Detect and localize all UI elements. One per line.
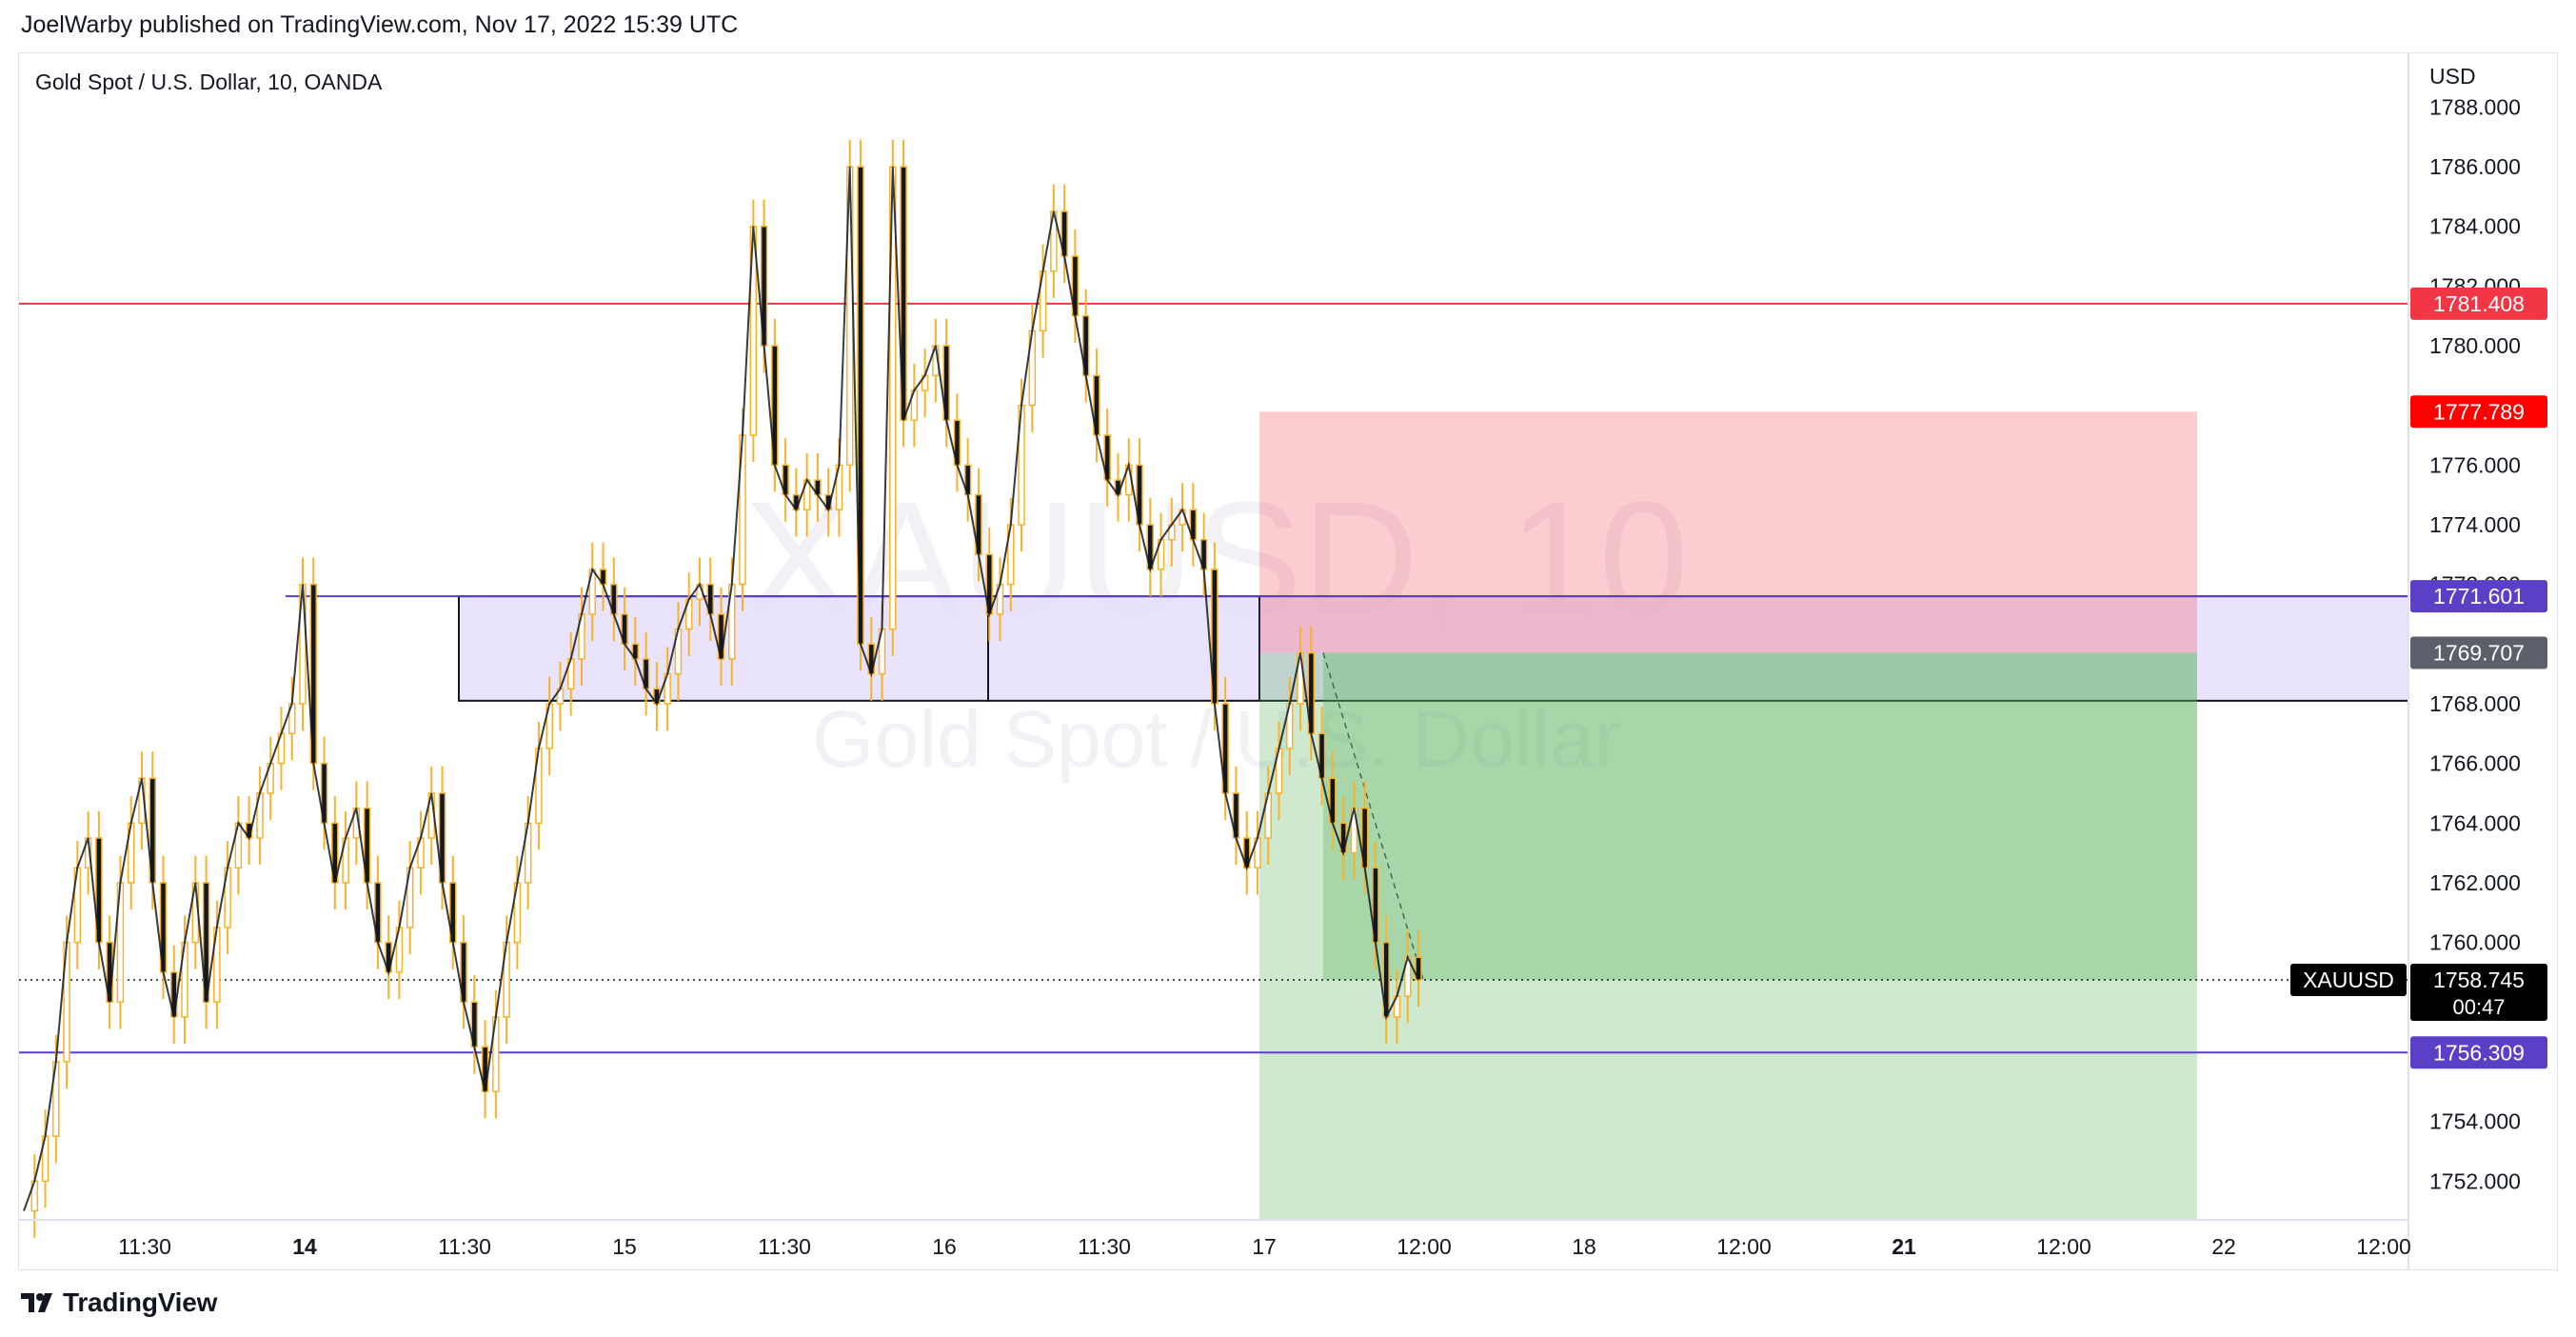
take-profit-area[interactable] [1259, 652, 2197, 1220]
time-tick-label: 18 [1572, 1234, 1596, 1259]
price-tick-label: 1780.000 [2429, 333, 2521, 358]
time-tick-label: 15 [612, 1234, 637, 1259]
chart-title: Gold Spot / U.S. Dollar, 10, OANDA [35, 70, 383, 94]
price-label-1771.601: 1771.601 [2433, 584, 2525, 609]
time-tick-label: 16 [932, 1234, 957, 1259]
price-tick-label: 1762.000 [2429, 870, 2521, 895]
price-tick-label: 1766.000 [2429, 751, 2521, 776]
bar-countdown: 00:47 [2452, 995, 2505, 1019]
time-tick-label: 14 [292, 1234, 317, 1259]
tradingview-brand: TradingView [63, 1287, 218, 1317]
trade-path-line [1322, 652, 1424, 981]
symbol-label: XAUUSD [2303, 968, 2394, 992]
stop-price-label: 1777.789 [2433, 399, 2525, 424]
time-tick-label: 11:30 [438, 1234, 491, 1259]
footer: TradingView [19, 1287, 217, 1318]
time-tick-label: 22 [2211, 1234, 2236, 1259]
price-label-1781.408-bg [2410, 287, 2547, 320]
price-tick-label: 1776.000 [2429, 452, 2521, 477]
time-tick-label: 12:00 [1397, 1234, 1452, 1259]
last-price-label: 1758.745 [2433, 968, 2525, 992]
entry-price-label-bg [2410, 636, 2547, 669]
candle-body [889, 166, 897, 630]
chart-frame[interactable] [18, 52, 2558, 1270]
price-tick-label: 1784.000 [2429, 214, 2521, 239]
time-tick-label: 11:30 [758, 1234, 811, 1259]
watermark-description: Gold Spot / U.S. Dollar [812, 694, 1621, 784]
price-tick-label: 1786.000 [2429, 154, 2521, 179]
price-tick-label: 1760.000 [2429, 930, 2521, 955]
price-label-1756.309: 1756.309 [2433, 1040, 2525, 1065]
time-axis[interactable]: 11:30 14 11:30 15 11:30 16 11:30 17 12:00 18 12:00… [118, 1234, 2411, 1259]
price-tick-label: 1764.000 [2429, 810, 2521, 835]
price-label-1771.601-bg [2410, 580, 2547, 613]
time-tick-label: 21 [1892, 1234, 1916, 1259]
time-tick-label: 12:00 [2356, 1234, 2411, 1259]
entry-price-label: 1769.707 [2433, 641, 2525, 666]
currency-label: USD [2429, 64, 2476, 89]
realized-profit-area [1323, 652, 2197, 980]
time-tick-label: 17 [1252, 1234, 1277, 1259]
price-label-1781.408: 1781.408 [2433, 291, 2525, 316]
supply-zone[interactable] [459, 596, 2408, 701]
tradingview-logo-icon [21, 1293, 52, 1312]
time-tick-label: 11:30 [1078, 1234, 1131, 1259]
time-tick-label: 12:00 [1716, 1234, 1772, 1259]
last-price-label-bg [2410, 963, 2547, 1021]
time-tick-label: 12:00 [2036, 1234, 2091, 1259]
price-tick-label: 1774.000 [2429, 512, 2521, 537]
price-line [23, 167, 1419, 1211]
price-label-1756.309-bg [2410, 1036, 2547, 1069]
stop-loss-area[interactable] [1259, 411, 2197, 653]
symbol-label-bg [2290, 963, 2407, 996]
price-tick-label: 1768.000 [2429, 691, 2521, 716]
price-tick-label: 1752.000 [2429, 1168, 2521, 1193]
published-by-line: JoelWarby published on TradingView.com, … [21, 11, 739, 38]
price-tick-label: 1754.000 [2429, 1109, 2521, 1134]
stop-price-label-bg [2410, 395, 2547, 429]
time-tick-label: 11:30 [118, 1234, 171, 1259]
price-tick-label: 1788.000 [2429, 94, 2521, 119]
candles [23, 139, 1422, 1238]
